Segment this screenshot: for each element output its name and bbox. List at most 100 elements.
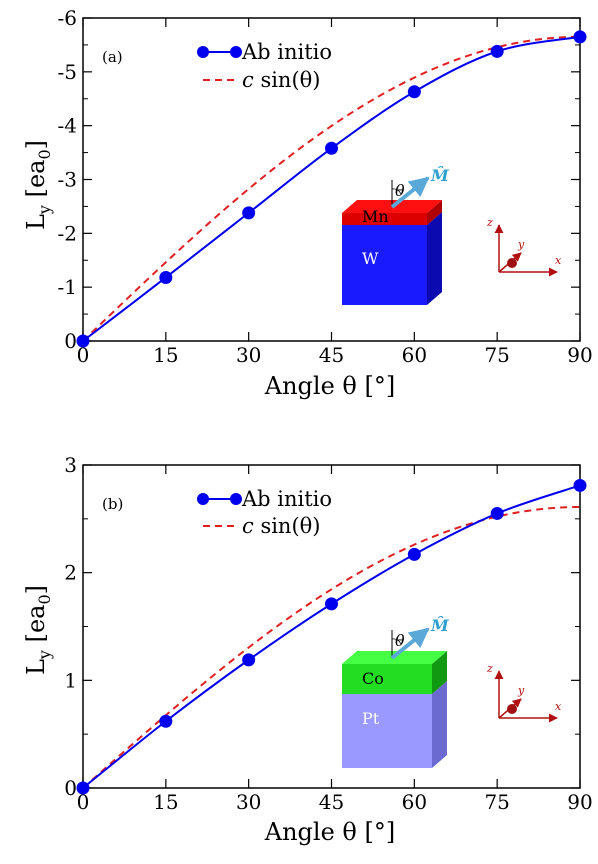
data-point-ab-initio bbox=[325, 597, 338, 611]
z-axis-label: z bbox=[486, 662, 493, 675]
y-tick-label: 3 bbox=[64, 453, 77, 477]
magnetization-arrow bbox=[390, 627, 430, 660]
angle-label: θ bbox=[395, 181, 405, 200]
data-point-ab-initio bbox=[325, 141, 338, 155]
x-tick-label: 30 bbox=[236, 343, 261, 367]
y-tick-label: -5 bbox=[58, 60, 77, 84]
plot-frame bbox=[82, 17, 581, 342]
y-tick-label: -6 bbox=[58, 6, 77, 30]
coordinate-axes: z y x bbox=[486, 216, 562, 277]
x-tick-label: 30 bbox=[236, 790, 261, 814]
ticks bbox=[82, 464, 581, 789]
angle-label: θ bbox=[395, 631, 405, 650]
x-tick-label: 45 bbox=[319, 790, 344, 814]
legend-marker-ab-initio bbox=[197, 46, 209, 58]
inset-bottom-layer-label: W bbox=[362, 249, 379, 268]
legend-marker-ab-initio bbox=[230, 493, 242, 505]
legend-entry-fit: c sin(θ) bbox=[242, 68, 321, 92]
origin-dot bbox=[507, 704, 517, 714]
data-point-ab-initio bbox=[76, 334, 90, 348]
series-fit-curve bbox=[82, 505, 581, 789]
x-axis-label-inset: x bbox=[555, 254, 562, 267]
y-tick-label: 0 bbox=[64, 776, 77, 800]
inset-structure: Co Pt θ M̂ bbox=[342, 616, 450, 768]
ticks bbox=[82, 17, 581, 342]
inset-top-layer bbox=[342, 213, 427, 225]
inset-top-layer bbox=[342, 664, 432, 694]
y-axis-label: Ly [ea0] bbox=[22, 585, 54, 675]
legend-entry-fit: c sin(θ) bbox=[242, 514, 321, 538]
inset-bottom-layer bbox=[342, 225, 427, 305]
chart-panel-a: 0 15 30 45 60 75 90 0 -1 -2 -3 -4 -5 -6 (a) Ab initi… bbox=[22, 6, 593, 400]
chart-panel-b: 0 15 30 45 60 75 90 0 1 2 3 (b) Ab initio c sin(θ… bbox=[22, 453, 593, 846]
y-tick-label: 0 bbox=[64, 329, 77, 353]
data-point-ab-initio bbox=[159, 714, 173, 728]
series-fit-curve bbox=[82, 35, 581, 342]
inset-block-side bbox=[427, 212, 442, 305]
y-tick-labels: 0 -1 -2 -3 -4 -5 -6 bbox=[58, 6, 77, 353]
data-point-ab-initio bbox=[407, 547, 421, 561]
data-point-ab-initio bbox=[242, 206, 256, 220]
y-tick-label: -2 bbox=[58, 221, 77, 245]
x-tick-labels: 0 15 30 45 60 75 90 bbox=[77, 790, 593, 814]
panel-label: (a) bbox=[102, 48, 123, 66]
x-tick-label: 90 bbox=[567, 790, 592, 814]
x-tick-label: 45 bbox=[319, 343, 344, 367]
series-layer bbox=[76, 478, 587, 795]
inset-top-layer-label: Co bbox=[362, 669, 384, 688]
inset-bottom-layer-label: Pt bbox=[362, 709, 380, 728]
y-tick-labels: 0 1 2 3 bbox=[64, 453, 77, 800]
moment-label: M̂ bbox=[430, 616, 450, 635]
x-tick-label: 60 bbox=[402, 343, 427, 367]
inset-bottom-layer bbox=[342, 694, 432, 768]
angle-arc bbox=[391, 638, 402, 645]
z-axis-label: z bbox=[486, 216, 493, 229]
legend-entry-ab-initio: Ab initio bbox=[241, 487, 332, 511]
origin-dot bbox=[507, 258, 517, 268]
y-tick-label: 1 bbox=[64, 668, 77, 692]
data-point-ab-initio bbox=[490, 44, 504, 58]
legend-marker-ab-initio bbox=[230, 46, 242, 58]
inset-top-layer-label: Mn bbox=[362, 207, 389, 226]
y-tick-label: -1 bbox=[58, 275, 77, 299]
data-point-ab-initio bbox=[159, 270, 173, 284]
series-layer bbox=[76, 30, 587, 348]
legend: Ab initio c sin(θ) bbox=[197, 40, 332, 92]
y-axis-label: Ly [ea0] bbox=[22, 140, 54, 230]
legend-marker-ab-initio bbox=[197, 493, 209, 505]
x-tick-labels: 0 15 30 45 60 75 90 bbox=[77, 343, 593, 367]
moment-label: M̂ bbox=[430, 166, 450, 185]
x-tick-label: 75 bbox=[484, 343, 509, 367]
series-ab-initio-line bbox=[82, 35, 581, 342]
x-tick-label: 0 bbox=[77, 790, 90, 814]
inset-block-side bbox=[432, 681, 447, 768]
coordinate-axes: z y x bbox=[486, 662, 562, 723]
y-tick-label: -3 bbox=[58, 168, 77, 192]
data-point-ab-initio bbox=[242, 653, 256, 667]
y-axis-label-inset: y bbox=[517, 238, 525, 251]
legend-entry-ab-initio: Ab initio bbox=[241, 40, 332, 64]
x-tick-label: 15 bbox=[153, 343, 178, 367]
magnetization-arrow bbox=[390, 176, 430, 209]
angle-arc bbox=[391, 188, 402, 195]
inset-structure: Mn W θ M̂ bbox=[342, 166, 450, 305]
data-point-ab-initio bbox=[573, 30, 587, 44]
y-tick-label: -4 bbox=[58, 114, 77, 138]
x-axis-label: Angle θ [°] bbox=[264, 818, 395, 846]
x-axis-label: Angle θ [°] bbox=[264, 372, 395, 400]
x-tick-label: 75 bbox=[484, 790, 509, 814]
data-point-ab-initio bbox=[407, 85, 421, 99]
data-point-ab-initio bbox=[76, 781, 90, 795]
x-axis-label-inset: x bbox=[555, 700, 562, 713]
y-axis-label-inset: y bbox=[517, 684, 525, 697]
inset-top-layer-side bbox=[432, 651, 447, 694]
plot-frame bbox=[82, 464, 581, 789]
inset-top-layer-side bbox=[427, 200, 442, 225]
legend: Ab initio c sin(θ) bbox=[197, 487, 332, 538]
series-ab-initio-line bbox=[82, 484, 581, 789]
x-tick-label: 60 bbox=[402, 790, 427, 814]
x-tick-label: 0 bbox=[77, 343, 90, 367]
panel-label: (b) bbox=[102, 495, 123, 513]
y-tick-label: 2 bbox=[64, 561, 77, 585]
